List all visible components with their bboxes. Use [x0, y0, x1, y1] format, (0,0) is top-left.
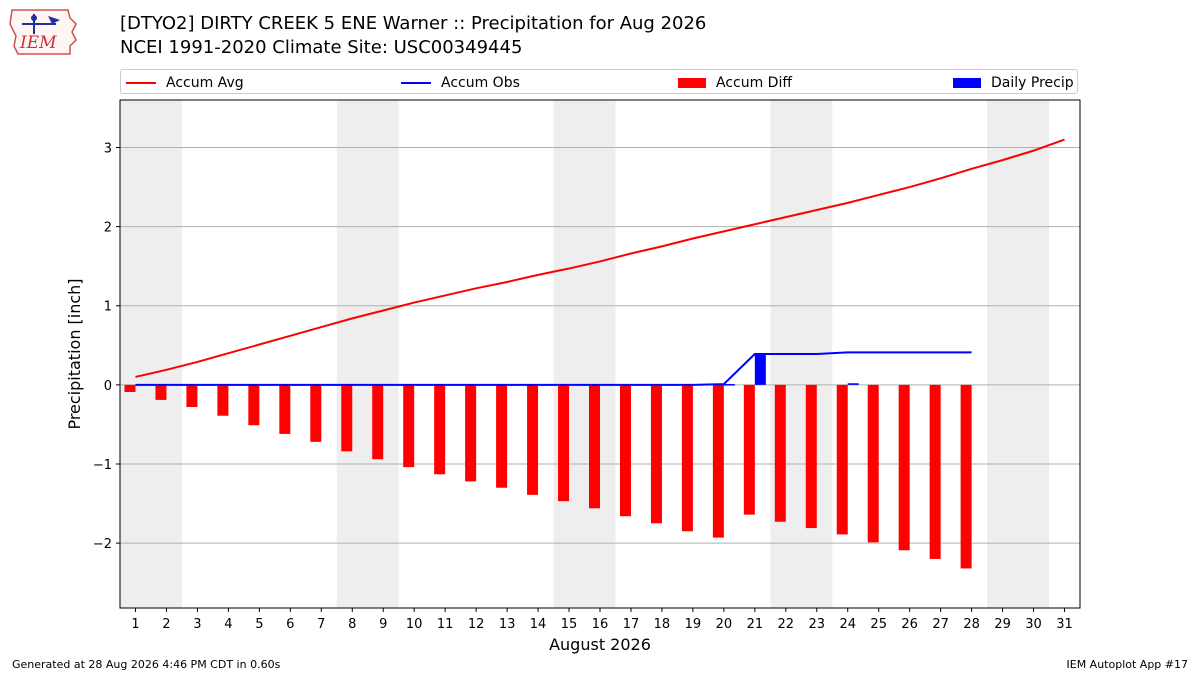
y-axis-label: Precipitation [inch]: [65, 278, 84, 429]
accum-diff-bar: [898, 384, 910, 551]
accum-diff-bar: [341, 384, 353, 452]
y-tick-label: 2: [104, 221, 112, 236]
weekend-band: [120, 100, 182, 608]
weekend-band: [336, 100, 399, 608]
accum-diff-bar: [279, 384, 291, 434]
accum-diff-bar: [465, 384, 477, 482]
accum-diff-bar: [589, 384, 600, 509]
accum-diff-bar: [558, 384, 570, 502]
x-tick-label: 27: [932, 617, 949, 632]
iem-logo: IEM: [9, 9, 77, 55]
daily-precip-bar: [754, 354, 766, 385]
legend-label-accum-diff: Accum Diff: [716, 74, 793, 91]
x-tick-label: 26: [901, 617, 918, 632]
x-tick-label: 16: [592, 617, 609, 632]
accum-diff-bar: [527, 384, 539, 495]
x-tick-label: 7: [317, 617, 325, 632]
legend-item-daily-precip: Daily Precip: [953, 70, 1074, 95]
y-tick-label: −1: [93, 458, 112, 473]
weekend-band: [987, 100, 1050, 608]
x-tick-label: 31: [1056, 617, 1073, 632]
chart-legend: Accum Avg Accum Obs Accum Diff Daily Pre…: [120, 69, 1078, 94]
footer-app: IEM Autoplot App #17: [1066, 658, 1189, 671]
logo-text: IEM: [19, 33, 57, 53]
accum-diff-bar: [619, 384, 631, 517]
footer-generated: Generated at 28 Aug 2026 4:46 PM CDT in …: [12, 658, 281, 671]
x-tick-label: 8: [348, 617, 356, 632]
x-tick-label: 17: [623, 617, 640, 632]
accum-avg-line: [135, 138, 1065, 378]
accum-diff-bar: [217, 384, 229, 416]
x-tick-label: 29: [994, 617, 1011, 632]
x-tick-label: 30: [1025, 617, 1042, 632]
y-tick-label: 0: [104, 379, 112, 394]
legend-swatch-accum-diff: [678, 77, 706, 88]
weekend-band: [553, 100, 616, 608]
x-tick-label: 19: [685, 617, 702, 632]
daily-precip-bar: [847, 383, 859, 385]
x-tick-label: 13: [499, 617, 516, 632]
legend-swatch-accum-avg: [126, 81, 156, 84]
legend-swatch-daily-precip: [953, 77, 981, 88]
legend-label-daily-precip: Daily Precip: [991, 74, 1074, 91]
legend-item-accum-diff: Accum Diff: [678, 70, 792, 95]
accum-diff-bar: [372, 384, 384, 460]
x-tick-label: 24: [839, 617, 856, 632]
x-tick-label: 4: [224, 617, 232, 632]
accum-diff-bar: [186, 384, 198, 408]
x-tick-label: 5: [255, 617, 263, 632]
accum-diff-bar: [155, 384, 167, 400]
x-tick-label: 14: [530, 617, 547, 632]
x-tick-label: 28: [963, 617, 980, 632]
x-tick-label: 22: [778, 617, 795, 632]
iowa-state-outline: [9, 9, 77, 55]
x-tick-label: 3: [193, 617, 201, 632]
accum-diff-bar: [712, 384, 724, 538]
x-tick-label: 9: [379, 617, 387, 632]
x-tick-label: 25: [870, 617, 887, 632]
x-axis-label: August 2026: [549, 635, 651, 654]
accum-diff-bar: [743, 384, 755, 515]
chart-title-line2: NCEI 1991-2020 Climate Site: USC00349445: [120, 37, 523, 58]
accum-diff-bar: [867, 384, 879, 543]
x-tick-label: 20: [716, 617, 733, 632]
x-tick-label: 10: [406, 617, 423, 632]
daily-precip-bar: [723, 384, 735, 386]
legend-label-accum-obs: Accum Obs: [441, 74, 520, 91]
x-tick-label: 21: [747, 617, 764, 632]
accum-diff-bar: [403, 384, 415, 468]
x-tick-label: 12: [468, 617, 485, 632]
accum-diff-bar: [805, 384, 817, 529]
x-tick-label: 11: [437, 617, 454, 632]
accum-diff-bar: [248, 384, 260, 426]
x-tick-label: 2: [162, 617, 170, 632]
x-tick-label: 1: [131, 617, 139, 632]
accum-diff-bar: [929, 384, 941, 559]
accum-diff-bar: [836, 384, 848, 535]
legend-item-accum-obs: Accum Obs: [401, 70, 520, 95]
y-tick-label: −2: [93, 537, 112, 552]
chart-title: [DTYO2] DIRTY CREEK 5 ENE Warner :: Prec…: [120, 12, 706, 60]
accum-diff-bar: [650, 384, 662, 524]
x-tick-label: 23: [809, 617, 826, 632]
x-tick-label: 18: [654, 617, 671, 632]
accum-diff-bar: [681, 384, 693, 532]
chart-title-line1: [DTYO2] DIRTY CREEK 5 ENE Warner :: Prec…: [120, 13, 707, 34]
legend-label-accum-avg: Accum Avg: [166, 74, 244, 91]
accum-diff-bar: [496, 384, 508, 488]
x-tick-label: 6: [286, 617, 294, 632]
y-tick-label: 3: [104, 141, 112, 156]
accum-diff-bar: [124, 384, 136, 392]
legend-item-accum-avg: Accum Avg: [126, 70, 244, 95]
legend-swatch-accum-obs: [401, 81, 431, 84]
x-tick-label: 15: [561, 617, 578, 632]
accum-obs-line: [135, 351, 972, 386]
accum-diff-bar: [434, 384, 446, 475]
accum-diff-bar: [310, 384, 322, 442]
y-tick-label: 1: [104, 300, 112, 315]
accum-diff-bar: [774, 384, 786, 522]
accum-diff-bar: [960, 384, 972, 569]
